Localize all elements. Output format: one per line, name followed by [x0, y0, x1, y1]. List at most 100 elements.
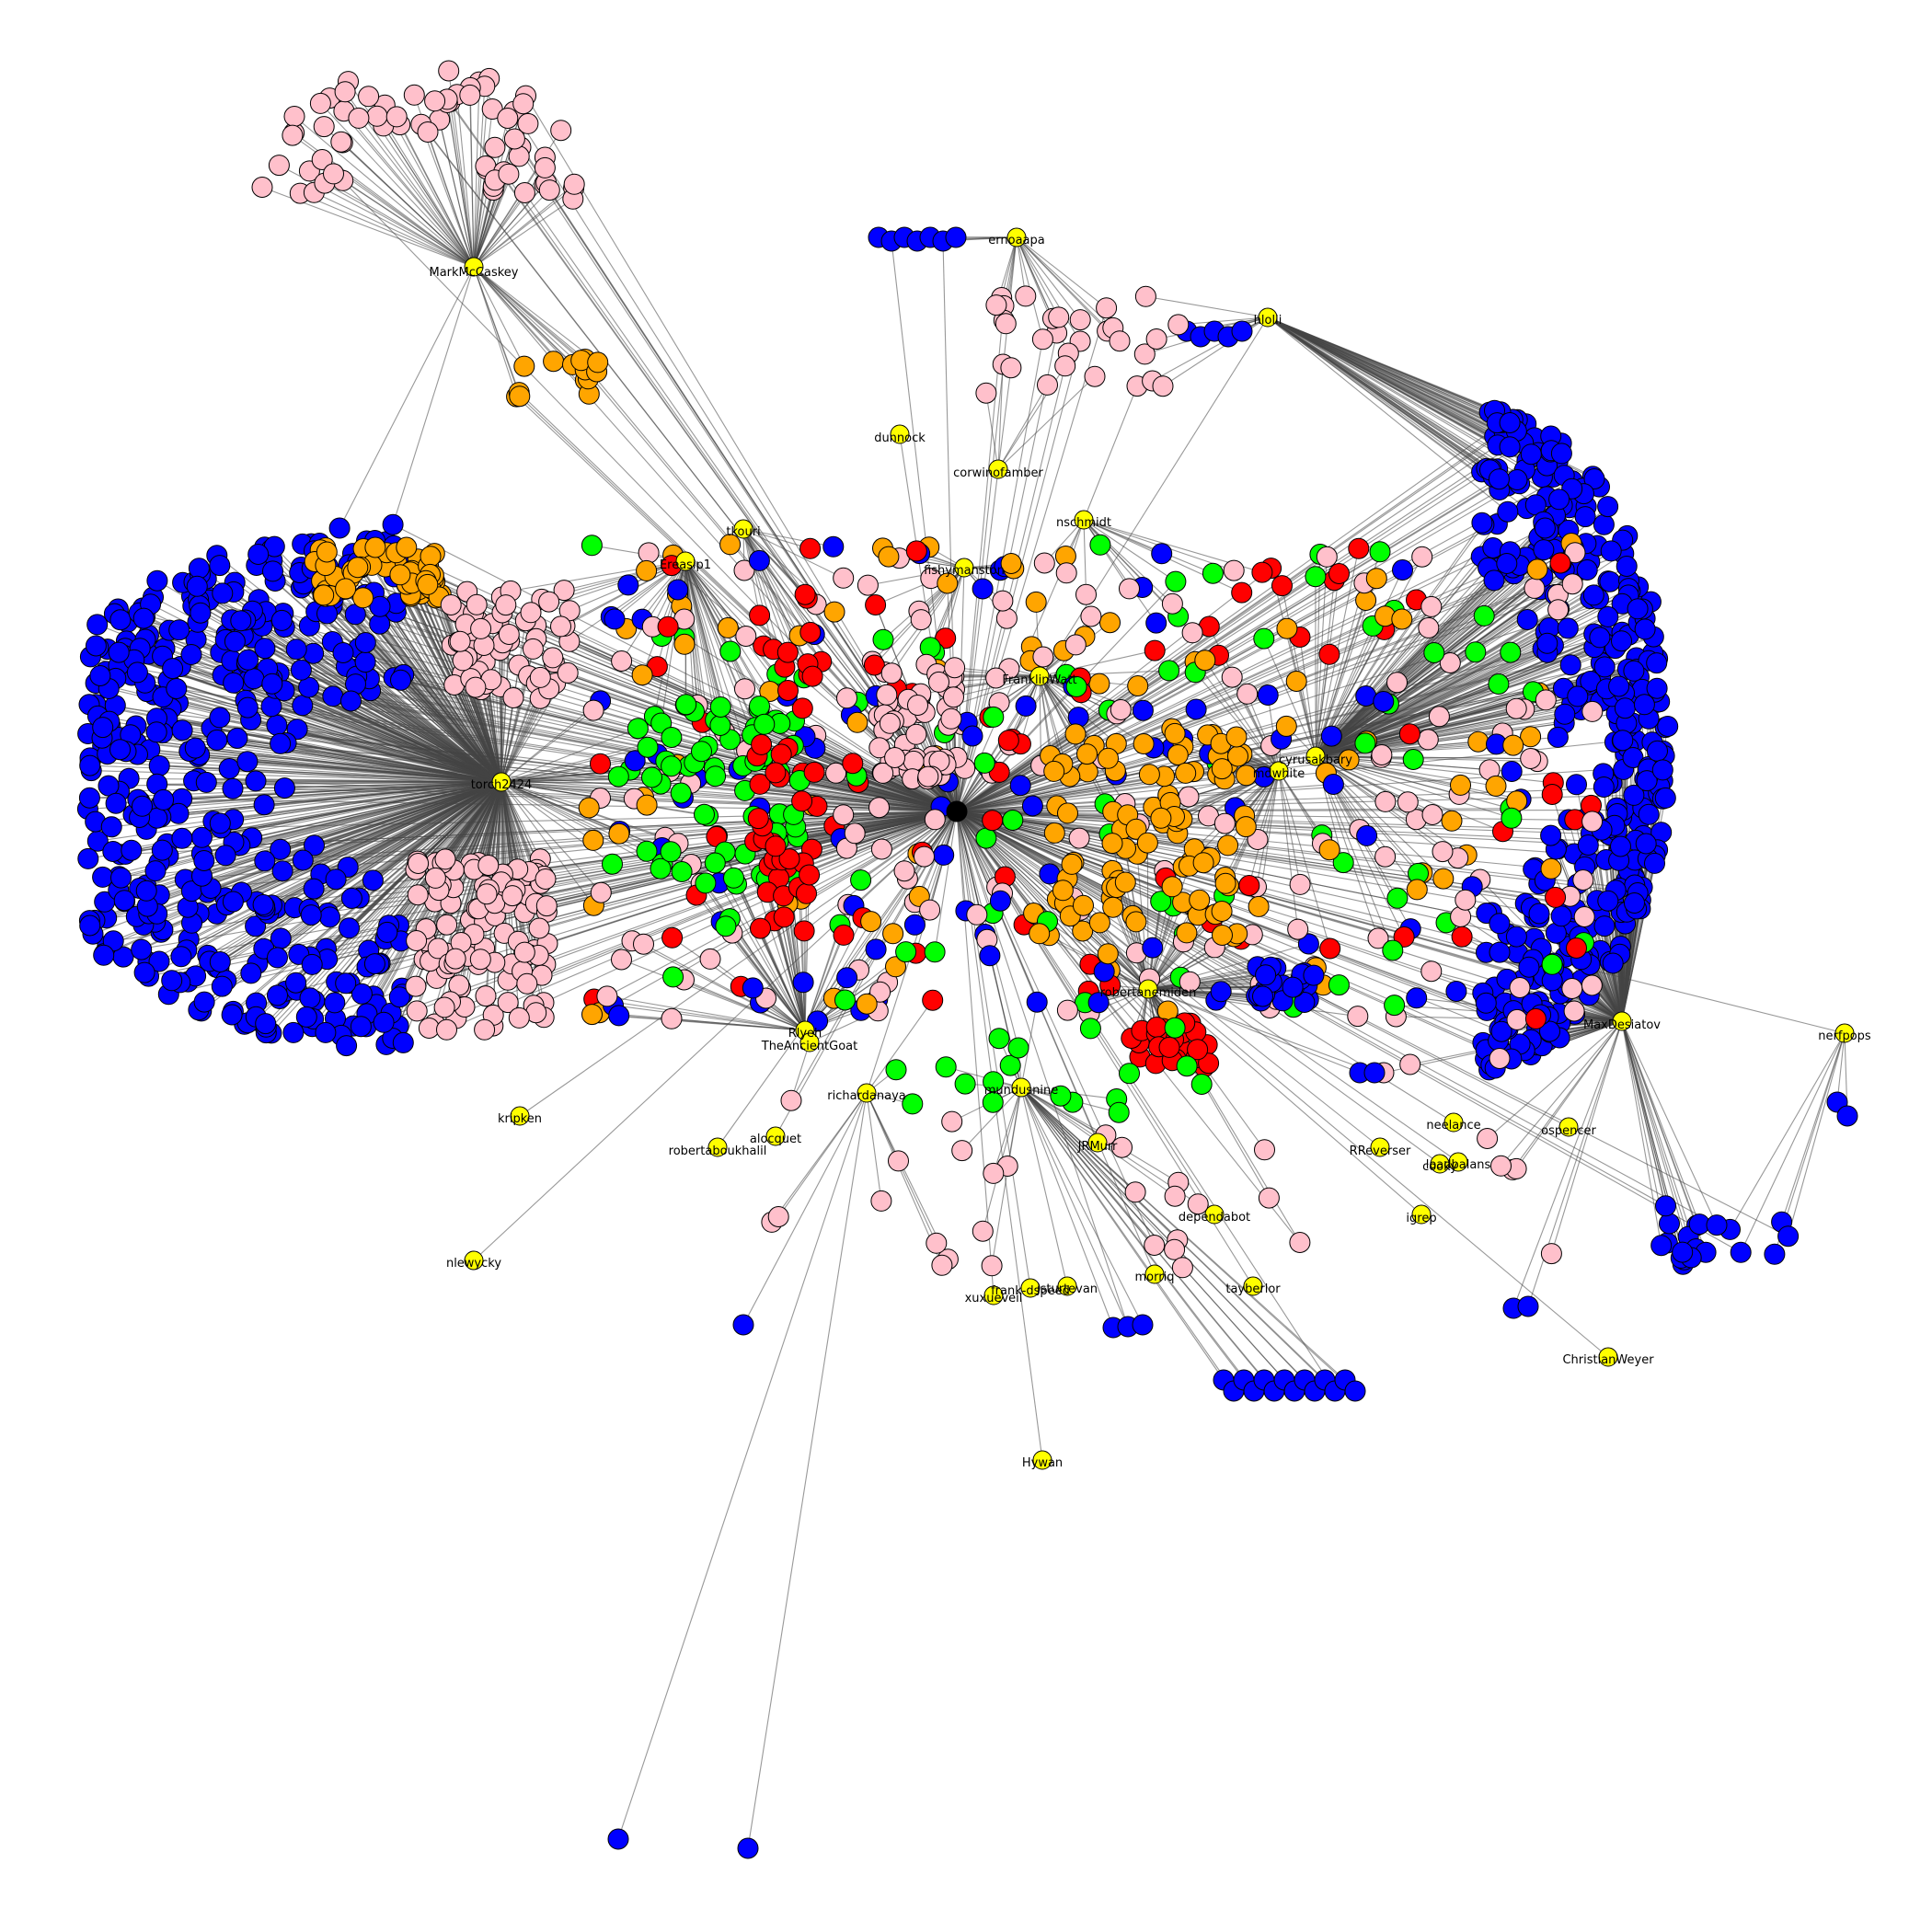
graph-node [109, 609, 132, 631]
graph-node [396, 536, 418, 558]
graph-node [1097, 943, 1119, 965]
node-label: mdwhite [1253, 767, 1305, 781]
graph-node [313, 584, 335, 606]
graph-node [1573, 906, 1595, 927]
graph-node [1021, 795, 1043, 817]
graph-node [1161, 876, 1183, 898]
graph-node [495, 594, 517, 616]
graph-node [236, 696, 259, 719]
edge [247, 659, 502, 783]
graph-node [1108, 1101, 1130, 1123]
edge [1315, 551, 1511, 757]
graph-node [1489, 941, 1511, 963]
edge [120, 781, 502, 880]
graph-node [273, 777, 295, 799]
graph-node [1084, 365, 1106, 387]
edge [1020, 1087, 1179, 1241]
edge [1038, 675, 1044, 766]
graph-node [882, 923, 904, 945]
edge [180, 811, 958, 958]
graph-node [444, 948, 466, 970]
graph-node [742, 977, 764, 999]
graph-node [330, 131, 352, 153]
graph-node [1593, 776, 1615, 798]
graph-node [92, 717, 114, 739]
edge [943, 567, 965, 639]
graph-node [417, 121, 439, 143]
graph-node [1150, 807, 1172, 829]
node-label: corwinofamber [953, 466, 1043, 480]
graph-node [773, 906, 795, 928]
graph-node [1627, 598, 1649, 620]
graph-node [1633, 694, 1655, 716]
graph-node [872, 628, 894, 650]
graph-node [1406, 987, 1428, 1009]
graph-node [1015, 695, 1037, 717]
edge [1315, 651, 1512, 757]
graph-node [1635, 833, 1657, 855]
graph-node [1540, 857, 1562, 880]
edge [956, 811, 1616, 891]
graph-node [382, 513, 404, 535]
graph-node [748, 549, 770, 571]
graph-node [340, 887, 362, 909]
graph-node [935, 1056, 957, 1078]
graph-node [799, 537, 822, 559]
node-label: loadbalans [1426, 1158, 1491, 1172]
edge [279, 742, 502, 783]
graph-node [793, 920, 815, 942]
graph-node [418, 1018, 440, 1039]
graph-node [1382, 939, 1404, 961]
graph-node [254, 638, 276, 660]
graph-node [420, 546, 442, 568]
graph-node [1706, 1214, 1728, 1236]
edge [1083, 519, 1089, 595]
graph-node [636, 794, 658, 816]
graph-node [1138, 764, 1160, 786]
graph-node [449, 630, 471, 652]
graph-node [1029, 923, 1051, 945]
node-label: JRMurr [1077, 1140, 1118, 1154]
graph-node [1076, 761, 1098, 783]
graph-node [1015, 285, 1037, 307]
edge [997, 384, 1048, 470]
graph-node [1192, 852, 1214, 874]
graph-node [985, 294, 1007, 316]
graph-node [1638, 803, 1660, 825]
graph-node [1398, 723, 1420, 745]
graph-node [667, 579, 689, 601]
graph-node [1190, 1074, 1213, 1095]
edge [744, 688, 958, 812]
graph-node [245, 770, 267, 792]
graph-node [1599, 570, 1621, 592]
graph-node [842, 753, 864, 775]
edge [500, 781, 594, 841]
graph-node [424, 90, 446, 112]
graph-node [262, 560, 283, 582]
graph-node [735, 626, 757, 647]
graph-node [1496, 553, 1518, 574]
graph-node [1455, 889, 1477, 911]
graph-node [1581, 811, 1604, 833]
edge [1256, 770, 1280, 841]
graph-node [709, 696, 731, 718]
graph-node [928, 671, 949, 693]
edge [486, 781, 502, 867]
graph-node [1213, 812, 1236, 834]
graph-node [206, 729, 228, 751]
edge [473, 81, 483, 268]
graph-node [512, 93, 535, 115]
graph-node [323, 163, 344, 185]
graph-node [436, 914, 458, 936]
graph-node [1489, 913, 1511, 935]
graph-node [1506, 1008, 1528, 1030]
edge [262, 781, 502, 905]
graph-node [699, 948, 721, 970]
edge [500, 781, 541, 860]
graph-node [1451, 926, 1473, 948]
graph-node [503, 128, 525, 150]
graph-node [282, 1021, 305, 1043]
graph-node [608, 1005, 630, 1027]
graph-node [734, 678, 755, 700]
node-label: morriq [1135, 1271, 1175, 1284]
